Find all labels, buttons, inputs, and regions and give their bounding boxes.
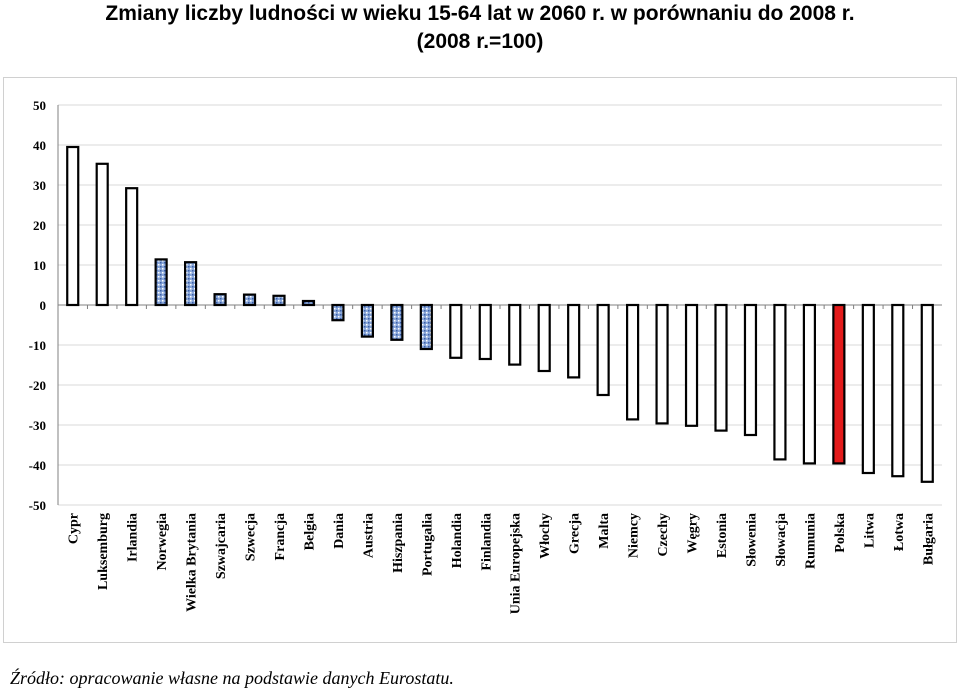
bar-słowenia [743, 303, 758, 437]
bar-łotwa [891, 303, 905, 478]
bar-szwajcaria [213, 293, 227, 307]
bar-luksemburg [95, 162, 109, 307]
title-line-2: (2008 r.=100) [416, 30, 544, 53]
category-label: Słowenia [744, 513, 759, 567]
bar-czechy [655, 303, 669, 425]
bar-hiszpania [390, 303, 404, 341]
category-label: Norwegia [155, 513, 170, 571]
category-label: Litwa [862, 513, 877, 548]
y-tick-label: 0 [40, 298, 47, 313]
source-note: Źródło: opracowanie własne na podstawie … [10, 668, 454, 688]
bar-polska [832, 303, 846, 465]
category-label: Szwajcaria [214, 513, 229, 579]
bar-słowacja [773, 303, 787, 461]
chart-frame: 50 40 30 20 10 0 -10 -20 -30 -40 -50 Cypr Luksemburg… [3, 77, 957, 643]
y-tick-label: 20 [33, 218, 46, 233]
category-label: Austria [361, 513, 376, 558]
bar-rumunia [802, 303, 817, 465]
category-label: Niemcy [627, 513, 642, 558]
y-tick-label: -50 [29, 498, 46, 513]
bar-grecja [567, 303, 581, 379]
category-label: Grecja [568, 513, 583, 554]
category-label: Portugalia [420, 513, 435, 576]
bar-cypr [66, 145, 80, 307]
bar-chart: 50 40 30 20 10 0 -10 -20 -30 -40 -50 Cypr Luksemburg… [29, 98, 942, 614]
category-label: Wielka Brytania [185, 513, 200, 612]
category-label: Finlandia [479, 513, 494, 571]
category-label: Hiszpania [391, 513, 406, 573]
y-tick-label: -40 [29, 458, 46, 473]
bar-belgia [301, 299, 316, 307]
bar-finlandia [478, 303, 492, 361]
bar-irlandia [125, 187, 139, 307]
bar-unia-europejska [508, 303, 522, 366]
category-label: Unia Europejska [509, 513, 524, 614]
category-label: Francja [273, 513, 288, 560]
bar-niemcy [625, 303, 640, 421]
bar-szwecja [242, 293, 257, 307]
bar-wielka-brytania [184, 261, 198, 307]
category-label: Bułgaria [921, 513, 936, 565]
y-tick-label: -30 [29, 418, 46, 433]
category-label: Włochy [538, 513, 553, 559]
y-tick-label: 40 [33, 138, 46, 153]
bar-francja [272, 294, 286, 307]
y-tick-label: -20 [29, 378, 46, 393]
category-label: Polska [833, 513, 848, 553]
category-label: Szwecja [244, 513, 259, 561]
bar-bułgaria [920, 303, 934, 483]
bar-portugalia [419, 303, 433, 351]
category-label: Łotwa [892, 513, 907, 551]
category-label: Luksemburg [96, 513, 111, 590]
category-label: Cypr [67, 513, 82, 544]
category-label: Czechy [656, 513, 671, 557]
category-label: Irlandia [126, 513, 141, 562]
bar-dania [331, 303, 345, 322]
category-label: Estonia [715, 513, 730, 558]
category-label: Rumunia [803, 513, 818, 569]
title-line-1: Zmiany liczby ludności w wieku 15-64 lat… [105, 2, 855, 25]
category-label: Belgia [302, 513, 317, 550]
bar-litwa [861, 303, 875, 475]
bar-estonia [714, 303, 728, 432]
y-tick-label: 50 [33, 98, 46, 113]
bar-węgry [684, 303, 699, 427]
bar-austria [360, 303, 374, 338]
category-label: Dania [332, 513, 347, 549]
category-label: Malta [597, 513, 612, 549]
category-label: Holandia [450, 513, 465, 568]
y-tick-label: -10 [29, 338, 46, 353]
category-label: Słowacja [774, 513, 789, 567]
y-tick-label: 10 [33, 258, 46, 273]
bar-malta [596, 303, 610, 397]
bar-norwegia [154, 258, 168, 307]
bar-włochy [537, 303, 551, 373]
chart-title: Zmiany liczby ludności w wieku 15-64 lat… [0, 0, 960, 56]
bar-holandia [449, 303, 463, 359]
y-tick-label: 30 [33, 178, 46, 193]
category-label: Węgry [686, 513, 701, 553]
